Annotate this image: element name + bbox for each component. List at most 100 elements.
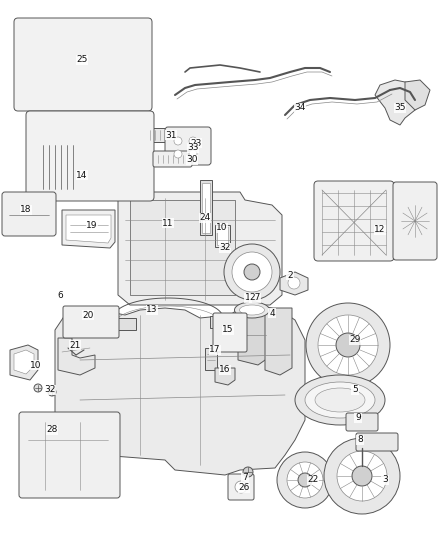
- FancyBboxPatch shape: [14, 18, 152, 111]
- Text: 10: 10: [30, 360, 42, 369]
- Bar: [210, 316, 228, 328]
- FancyBboxPatch shape: [153, 151, 192, 167]
- Circle shape: [189, 150, 197, 158]
- Circle shape: [287, 462, 323, 498]
- Text: 9: 9: [355, 414, 361, 423]
- Text: 32: 32: [44, 385, 56, 394]
- Circle shape: [189, 149, 195, 155]
- Text: 26: 26: [238, 483, 250, 492]
- Circle shape: [244, 264, 260, 280]
- Text: 28: 28: [46, 425, 58, 434]
- Text: 12: 12: [374, 225, 386, 235]
- Text: 27: 27: [249, 294, 261, 303]
- Bar: [32, 62, 52, 70]
- Text: 22: 22: [307, 475, 318, 484]
- Ellipse shape: [234, 302, 269, 318]
- FancyBboxPatch shape: [26, 111, 154, 201]
- Bar: [28, 52, 78, 100]
- Circle shape: [243, 467, 253, 477]
- Circle shape: [185, 145, 199, 159]
- Ellipse shape: [305, 382, 375, 418]
- Polygon shape: [375, 80, 425, 125]
- Circle shape: [174, 137, 182, 145]
- Bar: [32, 75, 74, 95]
- Text: 19: 19: [86, 221, 98, 230]
- Bar: [9, 200, 49, 230]
- Text: 23: 23: [191, 139, 201, 148]
- Bar: [28, 422, 108, 452]
- Text: 3: 3: [382, 475, 388, 484]
- Bar: [90, 143, 146, 191]
- Ellipse shape: [315, 388, 365, 412]
- Bar: [200, 180, 212, 235]
- Bar: [84, 52, 138, 100]
- Polygon shape: [238, 303, 268, 365]
- FancyBboxPatch shape: [393, 182, 437, 260]
- Text: 2: 2: [287, 271, 293, 279]
- Bar: [215, 225, 230, 247]
- Bar: [217, 227, 228, 245]
- Circle shape: [224, 244, 280, 300]
- Circle shape: [34, 384, 42, 392]
- Text: 10: 10: [216, 223, 228, 232]
- Text: 32: 32: [219, 244, 231, 253]
- Bar: [88, 62, 108, 70]
- Polygon shape: [10, 345, 38, 380]
- Circle shape: [235, 481, 247, 493]
- Polygon shape: [405, 80, 430, 110]
- Bar: [40, 122, 140, 138]
- FancyBboxPatch shape: [213, 313, 247, 352]
- Circle shape: [352, 466, 372, 486]
- Circle shape: [336, 333, 360, 357]
- Circle shape: [232, 252, 272, 292]
- Text: 1: 1: [245, 294, 251, 303]
- Bar: [120, 150, 142, 162]
- Text: 11: 11: [162, 219, 174, 228]
- Text: 5: 5: [352, 385, 358, 394]
- Text: 13: 13: [146, 305, 158, 314]
- Circle shape: [324, 438, 400, 514]
- Text: 18: 18: [20, 206, 32, 214]
- Circle shape: [306, 303, 390, 387]
- Bar: [205, 348, 217, 370]
- Ellipse shape: [295, 375, 385, 425]
- Polygon shape: [14, 350, 34, 374]
- FancyBboxPatch shape: [356, 433, 398, 451]
- Text: 34: 34: [294, 103, 306, 112]
- Circle shape: [337, 451, 387, 501]
- Circle shape: [298, 473, 312, 487]
- Bar: [118, 318, 136, 330]
- Text: 29: 29: [350, 335, 360, 344]
- FancyBboxPatch shape: [165, 127, 211, 165]
- Bar: [96, 312, 114, 332]
- Polygon shape: [58, 338, 95, 375]
- Bar: [68, 456, 103, 491]
- Bar: [130, 200, 235, 295]
- Circle shape: [318, 315, 378, 375]
- Bar: [40, 143, 84, 191]
- Polygon shape: [280, 272, 308, 295]
- Ellipse shape: [240, 305, 265, 315]
- Circle shape: [200, 151, 210, 161]
- Text: 17: 17: [209, 345, 221, 354]
- Bar: [88, 75, 134, 95]
- Bar: [112, 62, 132, 70]
- Text: 30: 30: [186, 156, 198, 165]
- Polygon shape: [62, 210, 115, 248]
- Text: 4: 4: [269, 309, 275, 318]
- Circle shape: [288, 277, 300, 289]
- Text: 16: 16: [219, 366, 231, 375]
- Text: 21: 21: [69, 341, 81, 350]
- Bar: [70, 312, 92, 332]
- Text: 33: 33: [187, 143, 199, 152]
- Text: 15: 15: [222, 326, 234, 335]
- Text: 24: 24: [199, 214, 211, 222]
- Bar: [28, 28, 138, 46]
- Circle shape: [174, 150, 182, 158]
- Text: 35: 35: [394, 103, 406, 112]
- Text: 14: 14: [76, 171, 88, 180]
- Text: 25: 25: [76, 55, 88, 64]
- Text: 20: 20: [82, 311, 94, 319]
- FancyBboxPatch shape: [346, 413, 378, 431]
- FancyBboxPatch shape: [228, 474, 254, 500]
